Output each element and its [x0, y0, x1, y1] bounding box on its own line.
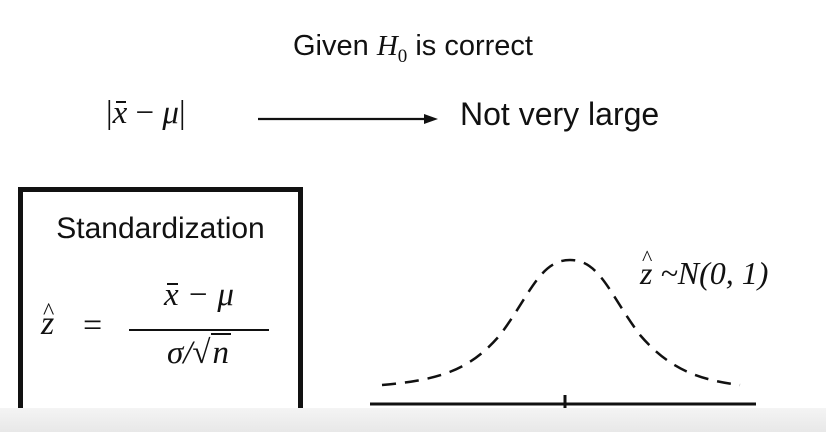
hypothesis-subscript: 0 [397, 46, 408, 67]
title-suffix: is correct [415, 30, 533, 62]
hypothesis-symbol: H0 [376, 30, 408, 67]
distribution-label: ^ z ~N(0, 1) [640, 245, 769, 291]
absolute-difference: |x − μ| [106, 95, 186, 132]
equals-sign: = [83, 307, 103, 344]
fraction-bar [129, 329, 269, 331]
right-arrow [258, 114, 438, 124]
abs-left-bar: | [106, 95, 113, 131]
result-text: Not very large [460, 96, 660, 132]
fraction-numerator: x − μ [164, 277, 234, 313]
standardization-formula: ^ z = x − μ σ/√n [41, 277, 291, 387]
normal-curve [381, 258, 741, 387]
mu-symbol: μ [162, 95, 179, 131]
minus-sign: − [135, 95, 155, 131]
z-hat: ^ z [41, 299, 55, 342]
bottom-strip [0, 408, 826, 432]
z-hat: ^ z [640, 245, 653, 291]
standardization-box: Standardization ^ z = x − μ σ/√n [18, 187, 303, 415]
sqrt-icon: √ [192, 335, 211, 371]
fraction: x − μ σ/√n [129, 277, 269, 387]
title-prefix: Given [293, 30, 369, 62]
fraction-denominator: σ/√n [166, 333, 232, 371]
sample-mean-xbar: x [112, 95, 128, 131]
standardization-heading: Standardization [56, 212, 265, 245]
title: Given H0 is correct [0, 30, 826, 67]
abs-right-bar: | [178, 95, 186, 131]
